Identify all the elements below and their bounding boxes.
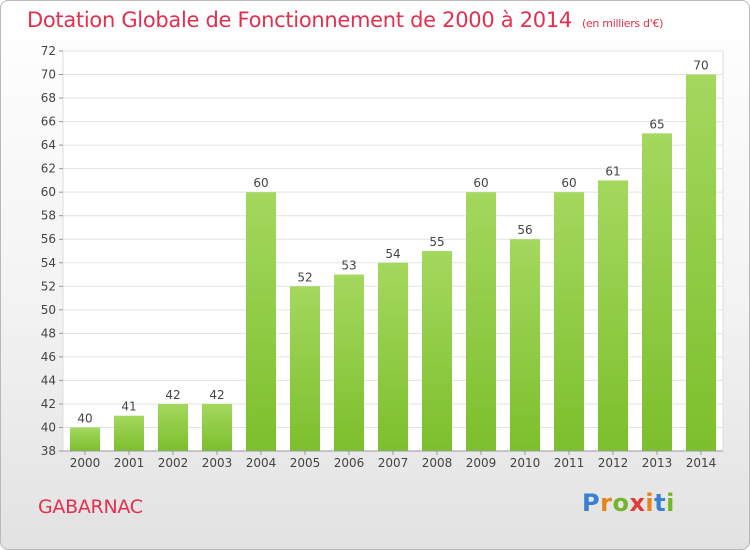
bar <box>510 239 540 451</box>
logo-letter: t <box>654 489 667 517</box>
x-tick-label: 2005 <box>290 456 321 470</box>
bar <box>70 427 100 451</box>
bars: 40 41 42 42 60 52 53 54 55 60 56 60 61 65 70 <box>70 59 716 452</box>
y-tick-label: 46 <box>41 350 56 364</box>
x-tick-label: 2013 <box>642 456 673 470</box>
y-tick-label: 48 <box>41 326 56 340</box>
y-tick-label: 50 <box>41 303 56 317</box>
y-tick-label: 66 <box>41 115 56 129</box>
bar-value-label: 42 <box>209 388 224 402</box>
bar <box>114 415 144 451</box>
bar <box>422 251 452 451</box>
y-tick-label: 44 <box>41 373 56 387</box>
bar-value-label: 53 <box>341 259 356 273</box>
y-tick-label: 42 <box>41 397 56 411</box>
logo-letter: i <box>666 489 675 517</box>
bar <box>290 286 320 451</box>
bar <box>158 403 188 451</box>
x-tick-label: 2014 <box>686 456 717 470</box>
x-tick-label: 2001 <box>114 456 145 470</box>
bar-value-label: 65 <box>649 117 664 131</box>
x-tick-label: 2006 <box>334 456 365 470</box>
x-tick-label: 2002 <box>158 456 189 470</box>
logo-letter: i <box>645 489 655 517</box>
x-tick-label: 2003 <box>202 456 233 470</box>
bar <box>686 74 716 451</box>
y-tick-label: 70 <box>41 68 56 82</box>
bar <box>334 274 364 451</box>
bar-value-label: 70 <box>693 59 708 73</box>
bar-value-label: 60 <box>473 176 488 190</box>
bar <box>378 262 408 451</box>
chart-unit: (en milliers d'€) <box>581 17 664 30</box>
y-tick-label: 38 <box>41 444 56 458</box>
y-tick-label: 58 <box>41 209 56 223</box>
bar-value-label: 42 <box>165 388 180 402</box>
bar-value-label: 56 <box>517 223 532 237</box>
y-tick-label: 40 <box>41 420 56 434</box>
y-axis: 38 40 42 44 46 48 50 52 54 56 58 60 62 64 66 68 70 72 <box>41 44 63 458</box>
chart-title: Dotation Globale de Fonctionnement de 20… <box>27 8 663 32</box>
bar <box>202 403 232 451</box>
logo-letter: P <box>582 489 601 517</box>
x-tick-label: 2004 <box>246 456 277 470</box>
x-tick-label: 2008 <box>422 456 453 470</box>
y-tick-label: 64 <box>41 138 56 152</box>
bar-value-label: 55 <box>429 235 444 249</box>
y-tick-label: 56 <box>41 232 56 246</box>
y-tick-label: 68 <box>41 91 56 105</box>
x-tick-label: 2011 <box>554 456 585 470</box>
y-tick-label: 72 <box>41 44 56 58</box>
x-tick-label: 2000 <box>70 456 101 470</box>
x-tick-label: 2009 <box>466 456 497 470</box>
bar-value-label: 61 <box>605 164 620 178</box>
bar-value-label: 60 <box>253 176 268 190</box>
bar-value-label: 54 <box>385 247 400 261</box>
y-tick-label: 62 <box>41 162 56 176</box>
y-tick-label: 60 <box>41 185 56 199</box>
bar <box>554 192 584 452</box>
x-axis: 2000 2001 2002 2003 2004 2005 2006 2007 2008 2009… <box>63 450 723 470</box>
bar-value-label: 60 <box>561 176 576 190</box>
y-tick-label: 54 <box>41 256 56 270</box>
proxiti-logo: Proxiti <box>582 489 675 517</box>
y-tick-label: 52 <box>41 279 56 293</box>
logo-letter: r <box>600 489 613 517</box>
logo-letter: x <box>629 489 646 517</box>
bar <box>598 180 628 452</box>
bar <box>466 192 496 452</box>
bar-value-label: 52 <box>297 270 312 284</box>
commune-name: GABARNAC <box>38 496 143 518</box>
x-tick-label: 2012 <box>598 456 629 470</box>
x-tick-label: 2007 <box>378 456 409 470</box>
chart-title-text: Dotation Globale de Fonctionnement de 20… <box>27 8 572 32</box>
bar-value-label: 40 <box>77 411 92 425</box>
bar <box>642 133 672 451</box>
logo-letter: o <box>612 489 630 517</box>
x-tick-label: 2010 <box>510 456 541 470</box>
bar <box>246 192 276 452</box>
bar-value-label: 41 <box>121 400 136 414</box>
